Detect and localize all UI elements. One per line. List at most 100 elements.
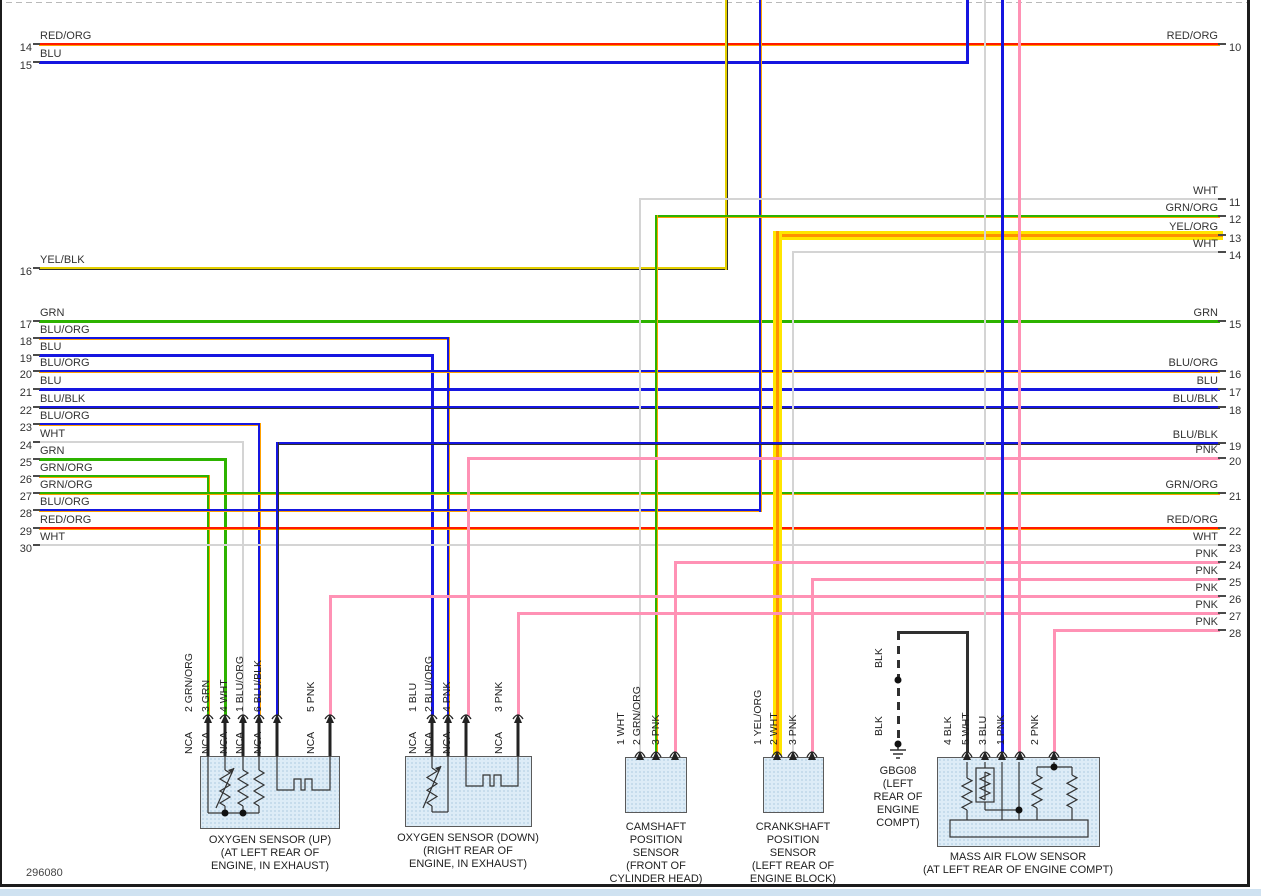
ecm-right-pin-number[interactable]: 10 [1229,42,1242,54]
ecm-right-pin-number[interactable]: 22 [1229,526,1242,538]
wire-grnorg-26-o2up2[interactable] [39,475,210,478]
ecm-right-pin-number[interactable]: 14 [1229,250,1242,262]
wire-blu-19-o2dn1[interactable] [431,354,434,716]
wire-bluorg-28[interactable] [39,509,762,512]
wire-bluorg-20-16[interactable] [39,370,1220,373]
wire-blk-maf4-ground[interactable] [966,631,969,752]
wire-wht-11-cam1[interactable] [639,198,641,751]
ecm-right-pin-number[interactable]: 21 [1229,491,1242,503]
ecm-right-pin-number[interactable]: 19 [1229,441,1242,453]
wire-pnk-27-o2dn3[interactable] [517,612,1220,615]
wire-wht-maf5[interactable] [984,0,986,751]
wire-pnk-27-o2dn3[interactable] [517,612,520,716]
ecm-left-pin-number[interactable]: 23 [19,422,32,434]
ecm-left-pin-number[interactable]: 26 [19,474,32,486]
wire-pnk-26-o2up5[interactable] [329,595,332,716]
wire-pnk-20-o2dn4[interactable] [467,457,470,716]
wire-wht-11-cam1[interactable] [639,198,1219,200]
wire-blu-19-o2dn1[interactable] [39,354,434,357]
ecm-right-pin-number[interactable]: 26 [1229,594,1242,606]
wire-grnorg-12-cam2[interactable] [655,215,658,752]
wire-yelorg-13-crank1-highlighted[interactable] [773,231,782,755]
wire-bluorg-23-o2up1[interactable] [39,423,261,426]
wire-yelblk-16[interactable] [39,267,728,270]
wire-bluorg-18-o2dn2[interactable] [39,337,450,340]
wire-grnorg-27-21[interactable] [39,492,1220,495]
ecm-right-pin-number[interactable]: 28 [1229,628,1242,640]
wire-pnk-26-o2up5[interactable] [329,595,1220,598]
wire-pnk-25-crank3[interactable] [811,578,814,752]
ecm-left-pin-number[interactable]: 28 [19,508,32,520]
wire-grn-25-o2up3[interactable] [39,458,227,461]
ecm-left-pin-number[interactable]: 24 [19,440,32,452]
crankshaft-position-sensor-box[interactable] [763,757,824,813]
wire-grnorg-12-cam2[interactable] [655,215,1220,218]
wire-pnk-20-o2dn4[interactable] [467,457,1220,460]
ecm-left-pin-number[interactable]: 27 [19,491,32,503]
ecm-right-pin-number[interactable]: 12 [1229,214,1242,226]
wire-bluorg-23-o2up1[interactable] [258,423,261,716]
wire-pnk-25-crank3[interactable] [811,578,1220,581]
ecm-right-pin-tick [1218,629,1226,631]
ecm-right-pin-number[interactable]: 27 [1229,611,1242,623]
oxygen-sensor-up-pin-label: 5 PNK [305,681,317,712]
wire-pnk-24-cam3[interactable] [674,561,677,752]
wire-blu-15[interactable] [39,61,969,64]
ecm-left-pin-number[interactable]: 22 [19,405,32,417]
ground-caption-line: GBG08 [879,765,917,777]
wire-blublk-19-o2up6[interactable] [276,442,279,716]
wire-blk-maf4-ground[interactable] [897,631,969,634]
ecm-left-pin-number[interactable]: 29 [19,526,32,538]
wire-grn-25-o2up3[interactable] [224,458,227,716]
ecm-right-pin-number[interactable]: 17 [1229,387,1242,399]
ecm-right-pin-number[interactable]: 18 [1229,405,1242,417]
wire-blu-21-17[interactable] [39,388,1220,391]
wire-wht-14-crank2[interactable] [792,251,794,751]
camshaft-position-sensor-box[interactable] [625,757,687,813]
wire-blu-maf3[interactable] [1001,0,1004,752]
ecm-right-pin-number[interactable]: 15 [1229,319,1242,331]
wire-color-label-right: PNK [1195,548,1218,560]
ecm-right-pin-number[interactable]: 23 [1229,543,1242,555]
wire-wht-14-crank2[interactable] [792,251,1219,253]
ecm-right-pin-number[interactable]: 13 [1229,233,1242,245]
wire-yelorg-13-crank1-highlighted[interactable] [773,231,1223,240]
wire-pnk-28-maf2[interactable] [1053,629,1220,632]
wire-wht-30-23[interactable] [39,544,1219,546]
wire-redorg-14-10[interactable] [39,43,1220,46]
wire-blk-ground-lead[interactable] [897,632,900,744]
oxygen-sensor-down-pin-label: 1 BLU [407,682,419,712]
wire-redorg-29-22[interactable] [39,527,1220,530]
ecm-left-pin-number[interactable]: 20 [19,369,32,381]
wire-blublk-22-18[interactable] [39,406,1220,409]
wire-grnorg-26-o2up2[interactable] [207,475,210,716]
wire-pnk-24-cam3[interactable] [674,561,1220,564]
ecm-left-pin-number[interactable]: 15 [19,60,32,72]
ecm-right-pin-number[interactable]: 25 [1229,577,1242,589]
ecm-left-pin-number[interactable]: 17 [19,319,32,331]
ecm-right-pin-number[interactable]: 16 [1229,369,1242,381]
wire-wht-24-o2up4[interactable] [242,441,244,715]
ecm-left-pin-number[interactable]: 21 [19,387,32,399]
wire-blublk-19-o2up6[interactable] [276,442,1220,445]
wire-wht-24-o2up4[interactable] [39,441,244,443]
wire-pnk-maf1[interactable] [1018,0,1021,752]
wire-grn-17-15[interactable] [39,320,1220,323]
wire-bluorg-18-o2dn2[interactable] [447,337,450,716]
wire-blu-15[interactable] [966,0,969,64]
ecm-left-pin-number[interactable]: 18 [19,336,32,348]
ecm-left-pin-number[interactable]: 14 [19,42,32,54]
oxygen-sensor-up-box[interactable] [200,756,340,829]
ecm-left-pin-number[interactable]: 19 [19,353,32,365]
ecm-right-pin-number[interactable]: 20 [1229,456,1242,468]
wire-pnk-28-maf2[interactable] [1053,629,1056,752]
ecm-right-pin-number[interactable]: 11 [1229,197,1241,209]
ecm-left-pin-number[interactable]: 25 [19,457,32,469]
ecm-left-pin-number[interactable]: 30 [19,543,32,555]
wire-yelblk-16[interactable] [725,0,728,270]
wire-bluorg-28[interactable] [759,0,762,512]
ecm-left-pin-number[interactable]: 16 [19,266,32,278]
ecm-right-pin-number[interactable]: 24 [1229,560,1242,572]
oxygen-sensor-down-box[interactable] [405,756,532,827]
